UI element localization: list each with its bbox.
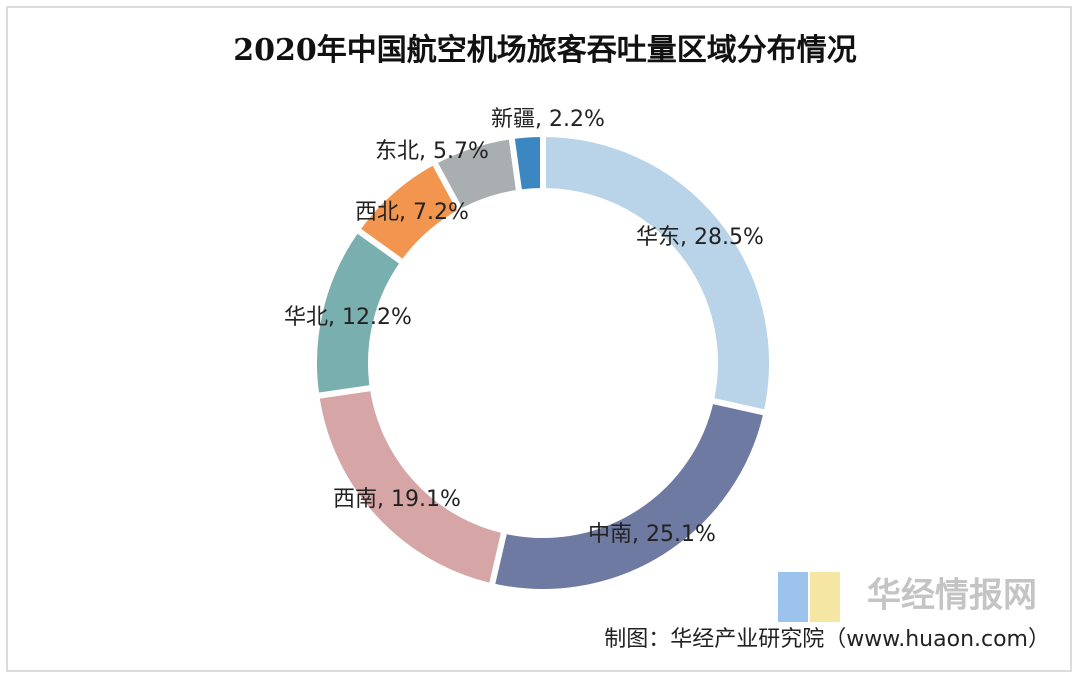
data-label: 中南, 25.1%	[588, 522, 716, 547]
source-note: 制图：华经产业研究院（www.huaon.com）	[604, 627, 1050, 652]
data-label: 西南, 19.1%	[333, 487, 461, 512]
chart-title: 2020年中国航空机场旅客吞吐量区域分布情况	[233, 33, 857, 68]
data-label: 东北, 5.7%	[375, 139, 489, 164]
donut-slice	[508, 130, 546, 197]
data-label: 新疆, 2.2%	[491, 107, 605, 132]
data-label: 华北, 12.2%	[284, 305, 412, 330]
logo-block	[810, 572, 840, 622]
logo-block	[778, 572, 808, 622]
data-label: 西北, 7.2%	[355, 200, 469, 225]
watermark: 华经情报网	[867, 576, 1037, 616]
data-label: 华东, 28.5%	[636, 225, 764, 250]
